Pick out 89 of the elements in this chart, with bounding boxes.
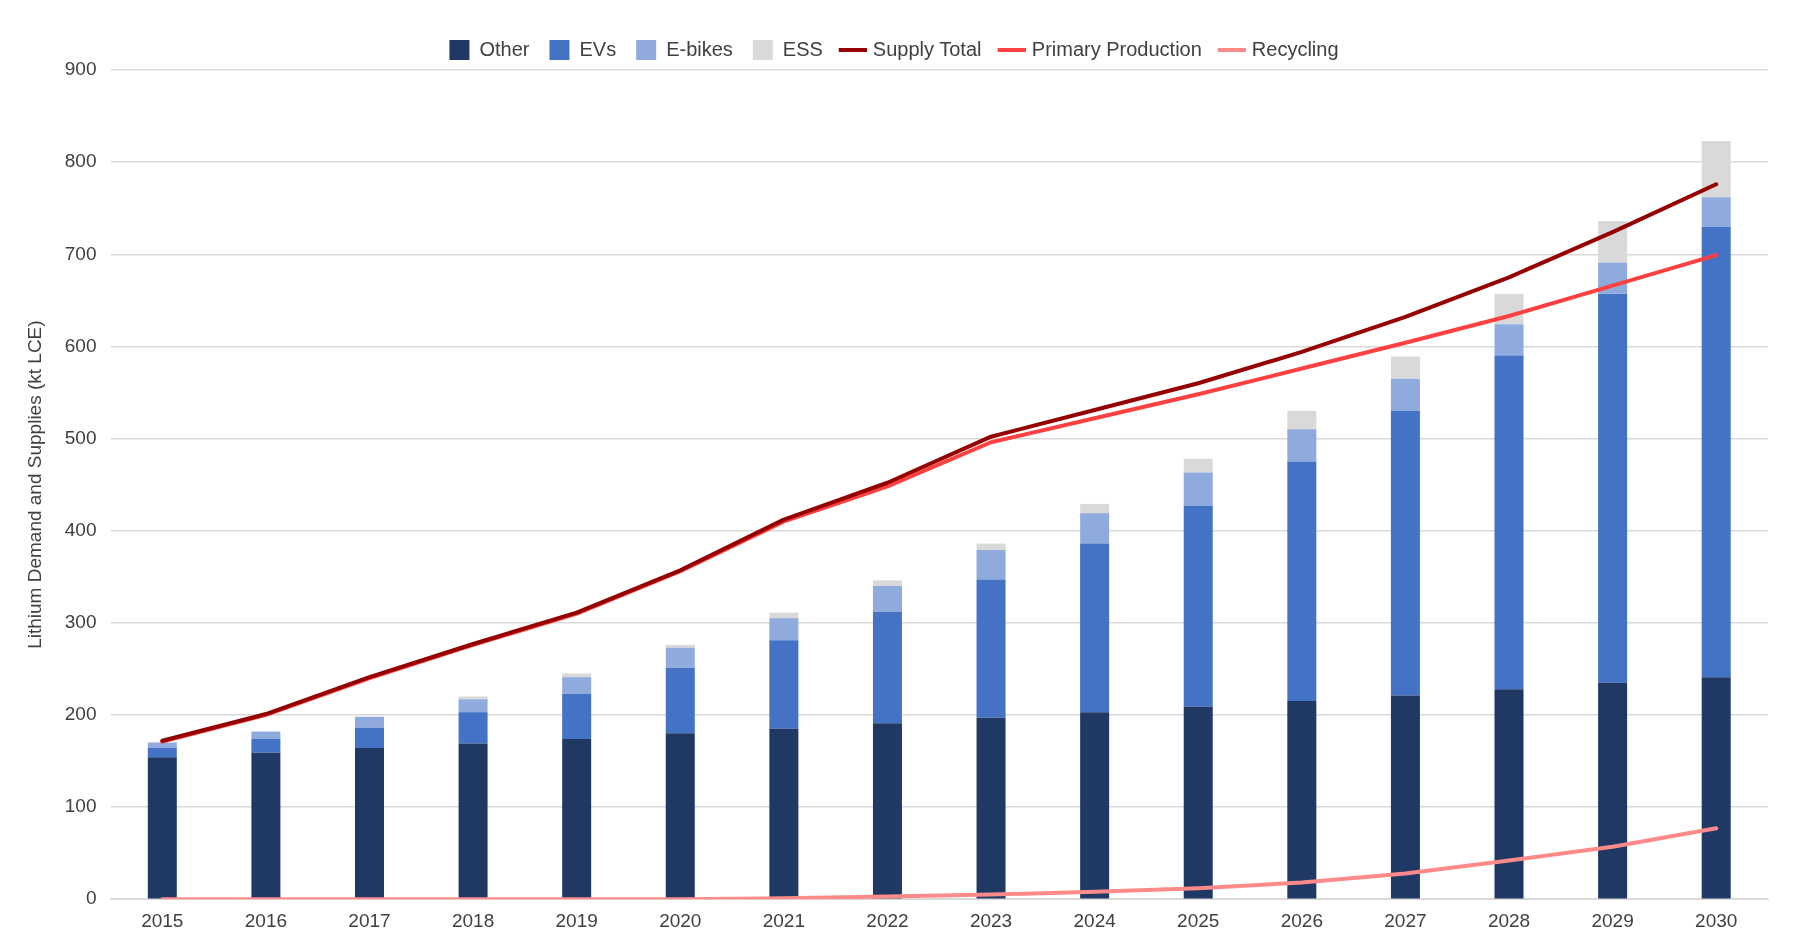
x-tick-label: 2015 [141,909,184,931]
y-tick-label: 600 [64,334,97,356]
bar [1183,472,1213,506]
bar [1494,355,1524,690]
bar [1701,226,1731,678]
x-tick-label: 2016 [244,909,288,931]
x-tick-label: 2021 [762,909,805,931]
legend-label: Recycling [1251,37,1339,60]
y-tick-label: 100 [64,795,97,817]
bar [769,640,799,729]
bar [976,550,1006,580]
bar [354,748,384,899]
bar [1598,293,1628,683]
y-tick-label: 300 [64,611,97,633]
y-tick-label: 500 [64,426,97,448]
y-tick-label: 0 [85,887,97,909]
bar [147,748,177,758]
bar [251,752,281,899]
bar [458,712,488,744]
bar [1183,706,1213,899]
legend-label: Primary Production [1031,37,1202,60]
bar [1080,513,1110,544]
legend-label: EVs [579,37,617,60]
bar [1701,677,1731,899]
bar [1080,503,1110,514]
bar [665,644,695,648]
bar [1390,410,1420,696]
legend-label: Supply Total [872,37,982,60]
y-tick-label: 900 [64,58,97,80]
x-tick-label: 2027 [1384,909,1427,931]
bar [665,647,695,668]
x-tick-label: 2028 [1487,909,1531,931]
bar [354,727,384,749]
y-tick-label: 200 [64,703,97,725]
bar [251,731,281,739]
x-tick-label: 2030 [1695,909,1738,931]
y-axis-title: Lithium Demand and Supplies (kt LCE) [23,320,45,649]
bar [562,677,592,694]
x-tick-label: 2022 [866,909,909,931]
bar [665,733,695,899]
x-tick-label: 2025 [1177,909,1220,931]
bar [1080,712,1110,899]
bar [769,728,799,899]
bar [872,580,902,586]
x-tick-label: 2019 [555,909,598,931]
bar [1183,505,1213,707]
x-tick-label: 2018 [451,909,495,931]
bar [872,611,902,724]
y-tick-label: 400 [64,518,97,540]
legend-label: E-bikes [666,37,733,60]
x-tick-label: 2026 [1280,909,1323,931]
bar [1287,410,1317,430]
bar [1598,682,1628,899]
bar [976,579,1006,718]
bar [665,667,695,734]
bar [354,716,384,728]
bar [1080,543,1110,713]
bar [562,738,592,899]
y-tick-label: 700 [64,242,97,264]
bar [1390,695,1420,899]
bar [1287,429,1317,462]
bar [562,673,592,678]
bar [872,585,902,612]
bar [1494,689,1524,899]
bar [458,743,488,899]
bar [1183,458,1213,473]
y-tick-label: 800 [64,150,97,172]
bar [562,693,592,739]
bar [1494,324,1524,356]
x-tick-label: 2020 [659,909,702,931]
bar [976,543,1006,551]
bar [1287,701,1317,899]
bar [1390,356,1420,379]
legend-label: ESS [782,37,823,60]
bar [147,757,177,899]
x-tick-label: 2029 [1591,909,1634,931]
bar [976,717,1006,899]
bar [251,738,281,753]
legend-label: Other [479,37,530,60]
x-tick-label: 2017 [348,909,391,931]
bar [1390,378,1420,411]
bar [147,742,177,749]
bar [1701,197,1731,227]
bar [769,618,799,641]
bar [769,612,799,619]
bar [458,699,488,713]
x-tick-label: 2023 [969,909,1013,931]
bar [1287,461,1317,702]
x-tick-label: 2024 [1073,909,1117,931]
